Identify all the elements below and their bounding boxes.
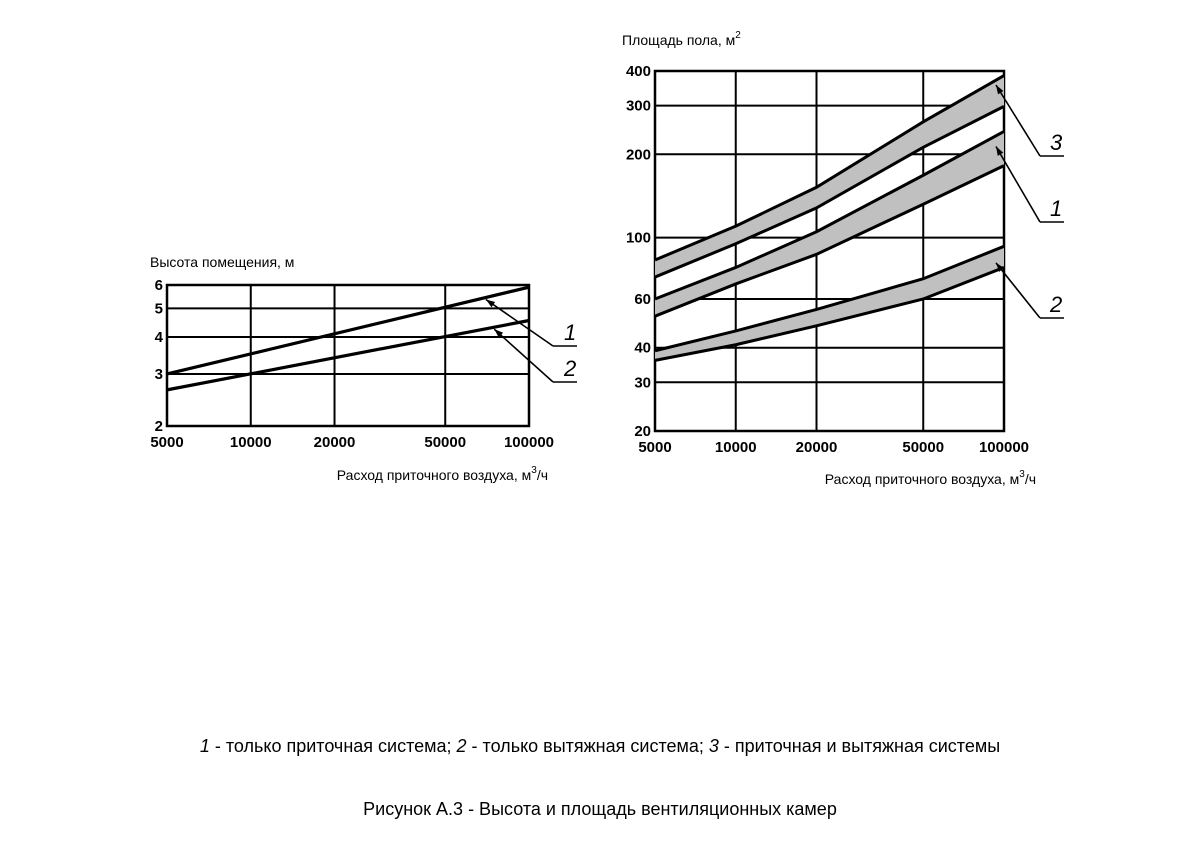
- height-chart-y-tick-5: 5: [155, 300, 163, 317]
- height-chart-series-2: [166, 318, 530, 392]
- height-chart-callout-arrow-1: [485, 299, 496, 308]
- area-chart-y-tick-60: 60: [634, 291, 651, 308]
- area-chart-callout-label-3: 3: [1050, 130, 1063, 155]
- area-chart-y-tick-200: 200: [626, 146, 651, 163]
- legend: 1 - только приточная система; 2 - только…: [0, 736, 1200, 757]
- height-chart-plot: 5000 10000 20000 50000 100000 2 3 4 5 6 1 2: [150, 277, 577, 451]
- area-chart-y-tick-40: 40: [634, 340, 651, 357]
- height-chart-frame: [165, 283, 531, 428]
- height-chart-y-tick-6: 6: [155, 277, 163, 294]
- area-chart-callout-arrow-1: [996, 146, 1004, 156]
- area-chart-upper-line-1: [654, 130, 1005, 301]
- area-chart-plot: 5000 10000 20000 50000 100000 20 30 40 60 100 200 3…: [626, 63, 1064, 456]
- figure-caption: Рисунок А.3 - Высота и площадь вентиляци…: [363, 799, 837, 819]
- height-chart-callout-arrow-2: [494, 329, 504, 338]
- area-chart: Площадь пола, м2 5000 10000 20000 50000 1000…: [622, 30, 1064, 487]
- height-chart-x-tick-50000: 50000: [424, 434, 466, 451]
- legend-text-1: - только приточная система;: [209, 736, 457, 756]
- height-chart-callout-leader-2: [493, 328, 554, 383]
- height-chart-x-tick-20000: 20000: [314, 434, 356, 451]
- height-chart-x-title: Расход приточного воздуха, м3/ч: [337, 465, 548, 483]
- area-chart-x-tick-20000: 20000: [796, 439, 838, 456]
- area-chart-x-tick-50000: 50000: [902, 439, 944, 456]
- area-chart-x-title: Расход приточного воздуха, м3/ч: [825, 469, 1036, 487]
- area-chart-callout-leader-1: [995, 146, 1041, 223]
- area-chart-y-tick-100: 100: [626, 230, 651, 247]
- legend-number-3: 3: [708, 736, 719, 756]
- area-chart-callout-label-2: 2: [1049, 292, 1062, 317]
- height-chart-y-tick-4: 4: [155, 329, 164, 346]
- area-chart-y-tick-300: 300: [626, 98, 651, 115]
- area-chart-band-2: [655, 246, 1004, 361]
- area-chart-x-tick-10000: 10000: [715, 439, 757, 456]
- area-chart-lower-line-2: [654, 266, 1005, 362]
- area-chart-callout-leader-2: [995, 262, 1041, 319]
- height-chart-x-tick-10000: 10000: [230, 434, 272, 451]
- area-chart-y-tick-400: 400: [626, 63, 651, 80]
- area-chart-callout-leader-3: [995, 84, 1041, 157]
- area-chart-upper-line-3: [654, 74, 1005, 262]
- height-chart: Высота помещения, м 5000 10000 20000 50000 1…: [150, 254, 577, 483]
- legend-text-3: - приточная и вытяжная системы: [718, 736, 1001, 756]
- area-chart-upper-line-2: [654, 244, 1005, 353]
- legend-number-2: 2: [456, 736, 467, 756]
- legend-number-1: 1: [199, 736, 210, 756]
- area-chart-x-tick-100000: 100000: [979, 439, 1029, 456]
- height-chart-callout-label-1: 1: [564, 320, 576, 345]
- area-chart-band-1: [655, 131, 1004, 317]
- height-chart-series-1: [166, 285, 530, 376]
- area-chart-x-tick-5000: 5000: [638, 439, 671, 456]
- height-chart-y-title: Высота помещения, м: [150, 254, 294, 270]
- height-chart-x-tick-5000: 5000: [150, 434, 183, 451]
- area-chart-callout-label-1: 1: [1050, 196, 1062, 221]
- height-chart-y-tick-3: 3: [155, 366, 163, 383]
- legend-text-2: - только вытяжная система;: [466, 736, 709, 756]
- area-chart-lower-line-1: [654, 164, 1005, 318]
- area-chart-callout-arrow-3: [996, 84, 1004, 95]
- area-chart-lower-line-3: [654, 105, 1005, 279]
- height-chart-x-tick-100000: 100000: [504, 434, 554, 451]
- height-chart-callout-leader-1: [485, 298, 554, 347]
- area-chart-y-title: Площадь пола, м2: [622, 30, 741, 48]
- area-chart-y-tick-30: 30: [634, 374, 651, 391]
- height-chart-y-tick-2: 2: [155, 418, 163, 435]
- area-chart-callout-arrow-2: [996, 262, 1005, 272]
- area-chart-y-tick-20: 20: [634, 423, 651, 440]
- height-chart-callout-label-2: 2: [563, 356, 576, 381]
